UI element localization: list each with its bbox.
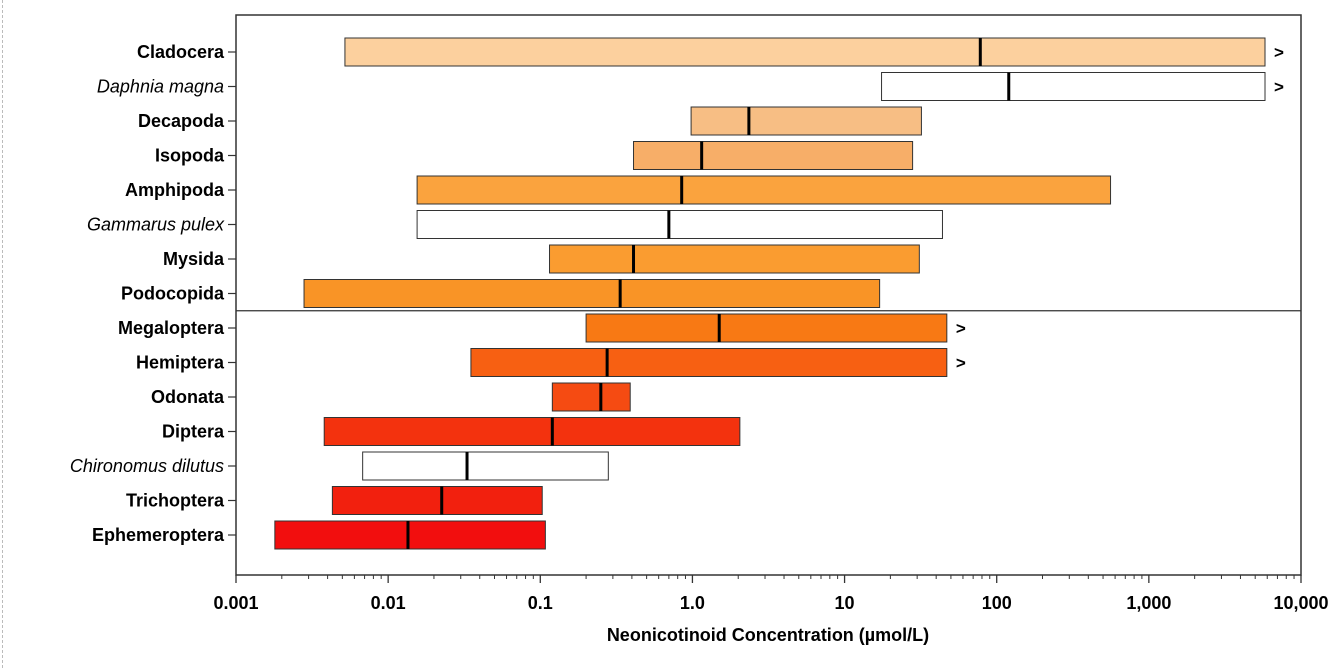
category-label-isopoda: Isopoda xyxy=(155,146,225,166)
range-bar-trichoptera xyxy=(331,486,543,515)
range-bar-gammarus-pulex xyxy=(416,210,943,239)
open-ended-marker-cladocera: > xyxy=(1274,43,1284,62)
x-tick-label: 1,000 xyxy=(1126,593,1171,613)
open-ended-marker-daphnia-magna: > xyxy=(1274,78,1284,97)
category-label-chironomus-dilutus: Chironomus dilutus xyxy=(70,456,224,476)
range-bar-megaloptera xyxy=(585,313,948,343)
open-ended-marker-hemiptera: > xyxy=(956,354,966,373)
category-label-trichoptera: Trichoptera xyxy=(126,491,225,511)
left-dashed-border xyxy=(2,0,3,668)
category-label-mysida: Mysida xyxy=(163,249,225,269)
range-bar-podocopida xyxy=(303,279,881,308)
category-label-decapoda: Decapoda xyxy=(138,111,225,131)
range-bar-hemiptera xyxy=(470,348,948,377)
range-bar-mysida xyxy=(549,244,920,274)
category-label-cladocera: Cladocera xyxy=(137,42,225,62)
range-bar-amphipoda xyxy=(416,175,1112,205)
category-label-podocopida: Podocopida xyxy=(121,284,225,304)
range-bar-daphnia-magna xyxy=(881,72,1266,101)
range-bar-isopoda xyxy=(633,141,914,170)
x-tick-label: 1.0 xyxy=(680,593,705,613)
bars-group: > > > > xyxy=(236,37,1301,550)
range-bar-ephemeroptera xyxy=(274,520,546,550)
x-tick-label: 100 xyxy=(982,593,1012,613)
x-tick-label: 10 xyxy=(835,593,855,613)
category-label-odonata: Odonata xyxy=(151,387,225,407)
range-bar-diptera xyxy=(323,417,741,446)
category-label-diptera: Diptera xyxy=(162,422,225,442)
x-axis-title: Neonicotinoid Concentration (µmol/L) xyxy=(607,625,929,645)
range-bar-odonata xyxy=(551,382,631,412)
x-tick-label: 0.01 xyxy=(371,593,406,613)
category-label-ephemeroptera: Ephemeroptera xyxy=(92,525,225,545)
x-tick-label: 0.001 xyxy=(213,593,258,613)
plot-frame xyxy=(235,14,1302,576)
range-bar-chironomus-dilutus xyxy=(362,451,609,481)
range-bar-cladocera xyxy=(344,37,1266,67)
x-tick-label: 10,000 xyxy=(1273,593,1328,613)
open-ended-marker-megaloptera: > xyxy=(956,319,966,338)
category-label-hemiptera: Hemiptera xyxy=(136,353,225,373)
range-bar-decapoda xyxy=(690,106,922,136)
category-label-daphnia-magna: Daphnia magna xyxy=(97,77,224,97)
x-tick-label: 0.1 xyxy=(528,593,553,613)
category-labels-group: Cladocera Daphnia magna Decapoda Isopoda Amp… xyxy=(70,42,236,545)
category-label-megaloptera: Megaloptera xyxy=(118,318,225,338)
x-axis-group: 0.001 0.01 0.1 1.0 10 100 1,000 10,000 xyxy=(213,575,1329,613)
category-label-amphipoda: Amphipoda xyxy=(125,180,225,200)
category-label-gammarus-pulex: Gammarus pulex xyxy=(87,215,225,235)
